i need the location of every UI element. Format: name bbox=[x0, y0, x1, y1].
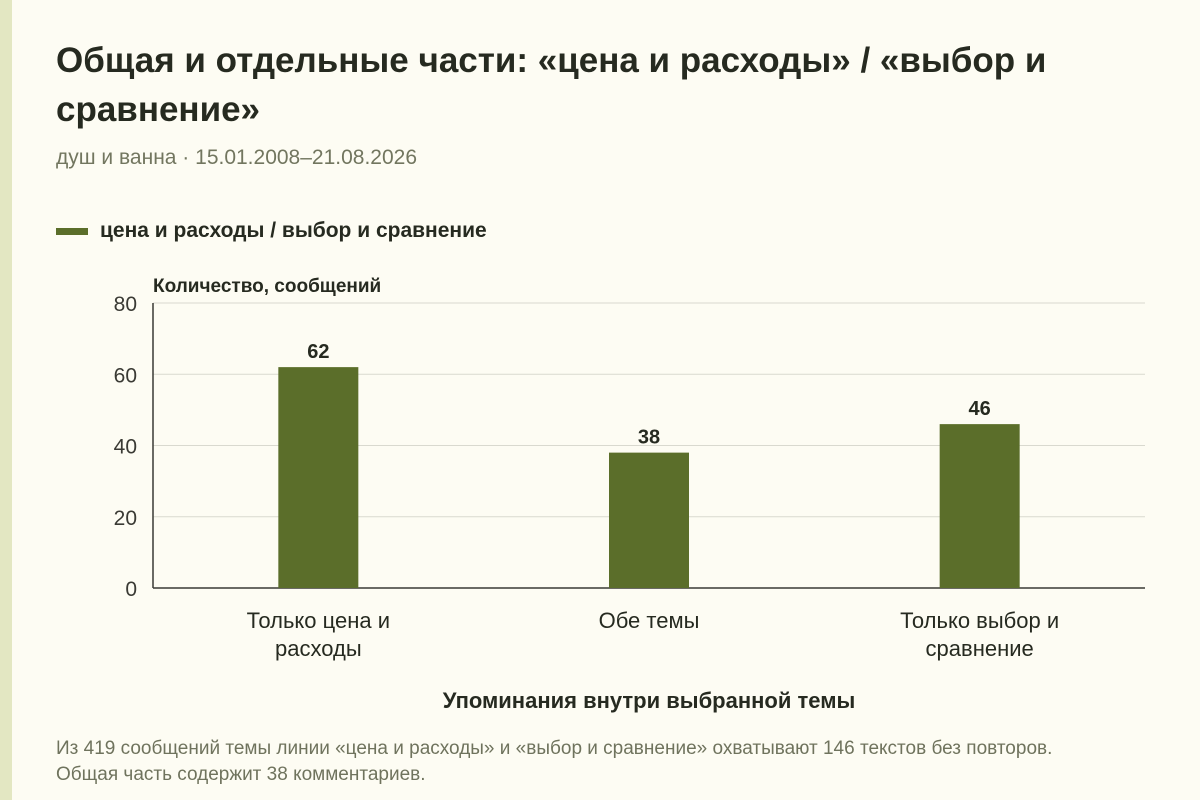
legend-swatch bbox=[56, 227, 88, 235]
legend-label: цена и расходы / выбор и сравнение bbox=[100, 219, 487, 242]
y-tick-label: 20 bbox=[114, 507, 137, 530]
legend: цена и расходы / выбор и сравнение bbox=[56, 219, 487, 243]
y-tick-label: 40 bbox=[114, 436, 137, 459]
x-axis-label: Упоминания внутри выбранной темы bbox=[443, 688, 856, 713]
y-axis-label: Количество, сообщений bbox=[153, 276, 381, 297]
chart-subtitle: душ и ванна · 15.01.2008–21.08.2026 bbox=[56, 146, 418, 169]
y-tick-label: 0 bbox=[125, 578, 137, 601]
x-tick-label: Только выбор и bbox=[900, 608, 1059, 633]
left-accent-bar bbox=[0, 0, 12, 800]
x-tick-label: расходы bbox=[275, 636, 362, 661]
bar-value-label: 62 bbox=[307, 341, 329, 363]
bar bbox=[939, 424, 1020, 588]
bar bbox=[278, 367, 359, 588]
bar bbox=[609, 452, 689, 588]
y-tick-label: 80 bbox=[114, 293, 137, 316]
bar-value-label: 46 bbox=[969, 398, 991, 420]
x-tick-label: Только цена и bbox=[247, 608, 390, 633]
chart-title: Общая и отдельные части: «цена и расходы… bbox=[56, 41, 1047, 129]
bar-value-label: 38 bbox=[638, 427, 660, 449]
y-tick-label: 60 bbox=[114, 364, 137, 387]
x-tick-label: Обе темы bbox=[599, 608, 700, 633]
footnote: Из 419 сообщений темы линии «цена и расх… bbox=[56, 738, 1053, 785]
x-tick-label: сравнение bbox=[926, 636, 1034, 661]
